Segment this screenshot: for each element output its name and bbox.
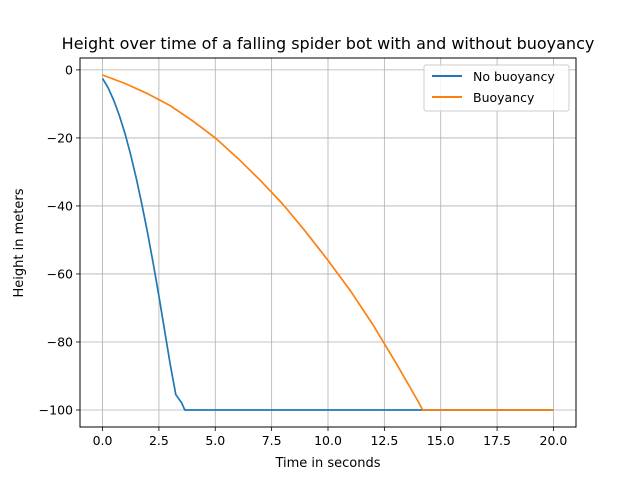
y-tick-label: −20 (47, 130, 73, 145)
legend-label-buoyancy: Buoyancy (473, 90, 535, 105)
y-tick-label: 0 (65, 62, 73, 77)
x-tick-label: 0.0 (93, 433, 113, 448)
series-line-buoyancy (102, 74, 554, 411)
x-tick-label: 17.5 (483, 433, 511, 448)
x-tick-label: 2.5 (149, 433, 169, 448)
x-tick-label: 5.0 (205, 433, 225, 448)
x-tick-label: 15.0 (427, 433, 455, 448)
x-tick-label: 12.5 (370, 433, 398, 448)
chart-title: Height over time of a falling spider bot… (62, 34, 595, 53)
legend-label-no-buoyancy: No buoyancy (473, 69, 555, 84)
y-tick-label: −60 (47, 266, 73, 281)
series-lines (101, 74, 554, 411)
y-tick-label: −100 (39, 402, 73, 417)
legend: No buoyancy Buoyancy (423, 64, 570, 112)
x-tick-label: 20.0 (540, 433, 568, 448)
y-axis-label: Height in meters (12, 188, 27, 297)
x-axis-ticks: 0.0 2.5 5.0 7.5 10.0 12.5 15.0 17.5 20.0 (93, 427, 568, 448)
y-axis-ticks: 0 −20 −40 −60 −80 −100 (39, 62, 80, 417)
series-line-no-buoyancy (101, 77, 554, 411)
x-axis-label: Time in seconds (274, 456, 380, 471)
x-tick-label: 10.0 (314, 433, 342, 448)
y-tick-label: −80 (47, 334, 73, 349)
y-tick-label: −40 (47, 198, 73, 213)
x-tick-label: 7.5 (262, 433, 282, 448)
